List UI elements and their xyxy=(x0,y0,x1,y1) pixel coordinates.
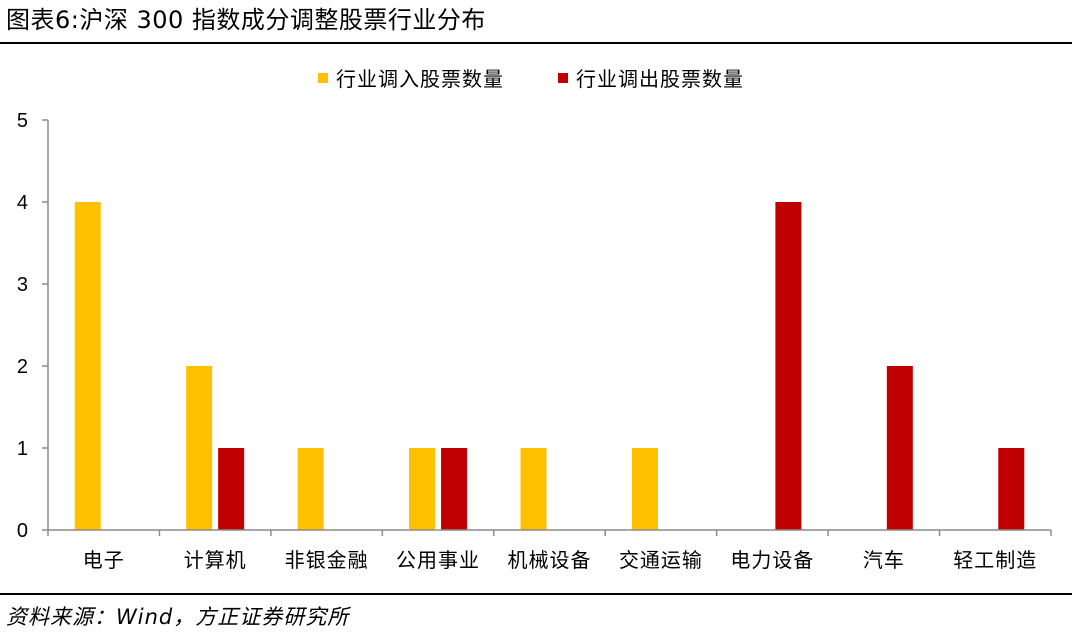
x-tick-label: 轻工制造 xyxy=(953,548,1037,572)
x-tick-label: 计算机 xyxy=(184,548,247,572)
y-tick-label: 0 xyxy=(17,520,28,542)
legend-swatch xyxy=(558,73,568,83)
x-tick-label: 机械设备 xyxy=(508,548,592,572)
y-tick-label: 1 xyxy=(17,438,28,460)
bar-out xyxy=(775,202,802,530)
bar-in xyxy=(409,448,436,530)
source-divider xyxy=(0,593,1072,595)
x-tick-label: 电力设备 xyxy=(730,548,814,572)
x-tick-label: 非银金融 xyxy=(285,548,369,572)
y-tick-label: 5 xyxy=(17,110,28,132)
bar-out xyxy=(218,448,245,530)
x-tick-label: 交通运输 xyxy=(619,548,703,572)
y-tick-label: 3 xyxy=(17,274,28,296)
y-tick-label: 4 xyxy=(17,192,28,214)
x-tick-label: 电子 xyxy=(83,548,125,572)
bar-in xyxy=(297,448,324,530)
y-tick-label: 2 xyxy=(17,356,28,378)
legend-label: 行业调出股票数量 xyxy=(576,67,744,91)
x-tick-label: 公用事业 xyxy=(396,548,480,572)
x-tick-label: 汽车 xyxy=(863,548,905,572)
bar-out xyxy=(886,366,913,530)
title-divider xyxy=(0,42,1072,44)
legend: 行业调入股票数量 行业调出股票数量 xyxy=(318,67,744,91)
bar-in xyxy=(631,448,658,530)
bars xyxy=(74,202,1025,530)
axes: 0 1 2 3 4 5 电子 计算机 非银金融 公用事业 机械设备 交通运输 电力设备 汽车 轻工制造 xyxy=(17,110,1052,572)
bar-out xyxy=(441,448,468,530)
legend-swatch xyxy=(318,73,328,83)
bar-in xyxy=(74,202,101,530)
bar-out xyxy=(998,448,1025,530)
source-note: 资料来源：Wind，方正证券研究所 xyxy=(6,605,350,629)
bar-in xyxy=(520,448,547,530)
chart-title: 图表6:沪深 300 指数成分调整股票行业分布 xyxy=(6,6,486,34)
legend-label: 行业调入股票数量 xyxy=(336,67,504,91)
bar-in xyxy=(186,366,213,530)
